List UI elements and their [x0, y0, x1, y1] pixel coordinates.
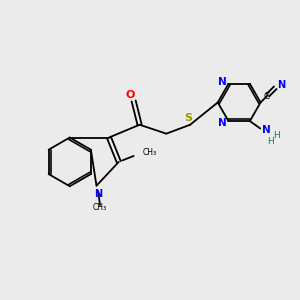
- Text: H: H: [273, 131, 279, 140]
- Text: N: N: [218, 77, 226, 87]
- Text: C: C: [263, 92, 270, 101]
- Text: O: O: [126, 90, 135, 100]
- Text: S: S: [184, 113, 193, 123]
- Text: CH₃: CH₃: [93, 203, 107, 212]
- Text: N: N: [94, 189, 102, 199]
- Text: N: N: [262, 125, 271, 135]
- Text: H: H: [267, 137, 274, 146]
- Text: N: N: [277, 80, 285, 90]
- Text: CH₃: CH₃: [142, 148, 157, 158]
- Text: N: N: [218, 118, 226, 128]
